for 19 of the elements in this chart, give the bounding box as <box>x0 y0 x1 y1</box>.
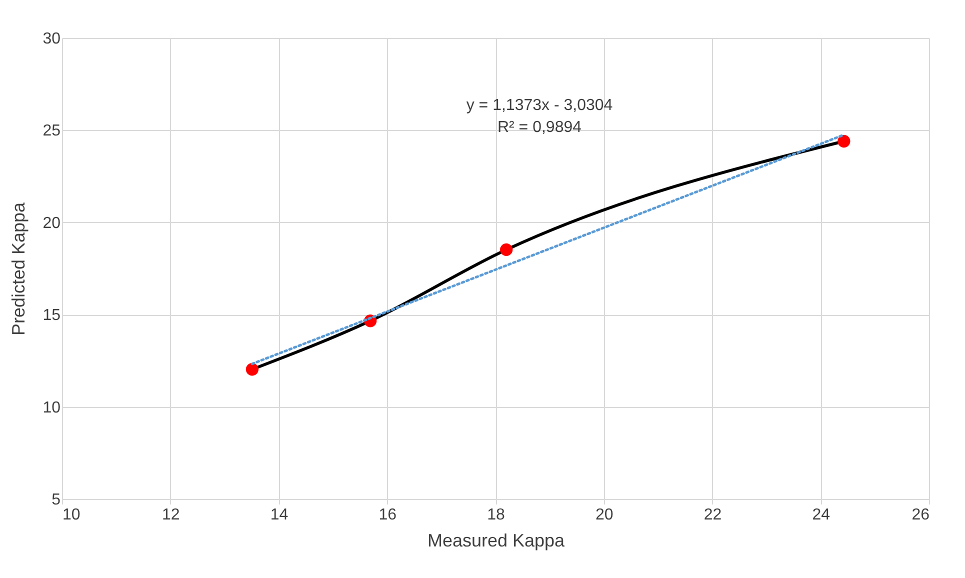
annotation: y = 1,1373x - 3,0304 <box>466 97 613 114</box>
x-tick-label: 14 <box>270 506 288 524</box>
x-tick-label: 12 <box>162 506 180 524</box>
x-axis-title: Measured Kappa <box>427 530 566 550</box>
y-tick-label: 15 <box>42 307 61 324</box>
y-tick-label: 25 <box>42 122 61 140</box>
x-tick-label: 24 <box>812 506 830 524</box>
x-tick-label: 10 <box>62 506 80 524</box>
y-axis-title: Predicted Kappa <box>8 201 29 336</box>
x-tick-label: 20 <box>595 506 614 524</box>
y-tick-label: 10 <box>42 399 61 416</box>
x-tick-label: 16 <box>378 506 397 524</box>
y-tick-label: 20 <box>42 214 61 232</box>
annotation: R² = 0,9894 <box>497 119 582 136</box>
x-tick-label: 18 <box>487 506 505 524</box>
y-tick-label: 5 <box>52 492 61 508</box>
y-tick-label: 30 <box>42 30 61 48</box>
x-tick-label: 22 <box>704 506 722 524</box>
x-tick-label: 26 <box>912 506 930 524</box>
